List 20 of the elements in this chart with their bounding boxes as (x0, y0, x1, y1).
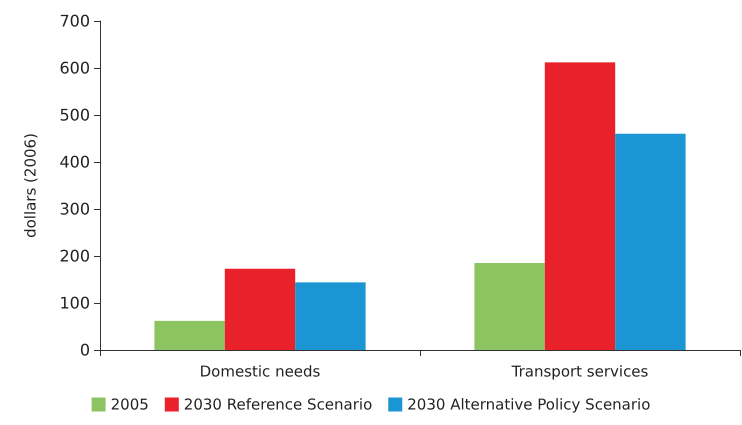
x-tick-label: Domestic needs (200, 362, 321, 380)
legend-label: 2030 Reference Scenario (184, 396, 372, 414)
bar (544, 62, 616, 350)
legend-label: 2030 Alternative Policy Scenario (407, 396, 650, 414)
bar (474, 263, 545, 350)
y-tick-label: 500 (59, 106, 90, 124)
y-tick-label: 200 (59, 246, 90, 266)
y-tick-label: 100 (59, 294, 90, 312)
bar (154, 320, 225, 350)
bar (224, 268, 296, 350)
y-tick-label: 400 (59, 152, 90, 172)
legend-label: 2005 (110, 396, 149, 414)
y-tick-label: 600 (59, 58, 90, 78)
x-tick-label: Transport services (510, 362, 649, 380)
y-axis-title: dollars (2006) (22, 133, 40, 238)
bar (295, 282, 366, 350)
y-tick-label: 300 (59, 200, 90, 218)
y-tick-label: 0 (80, 340, 90, 360)
bar (615, 134, 686, 350)
y-tick-label: 700 (59, 12, 90, 30)
